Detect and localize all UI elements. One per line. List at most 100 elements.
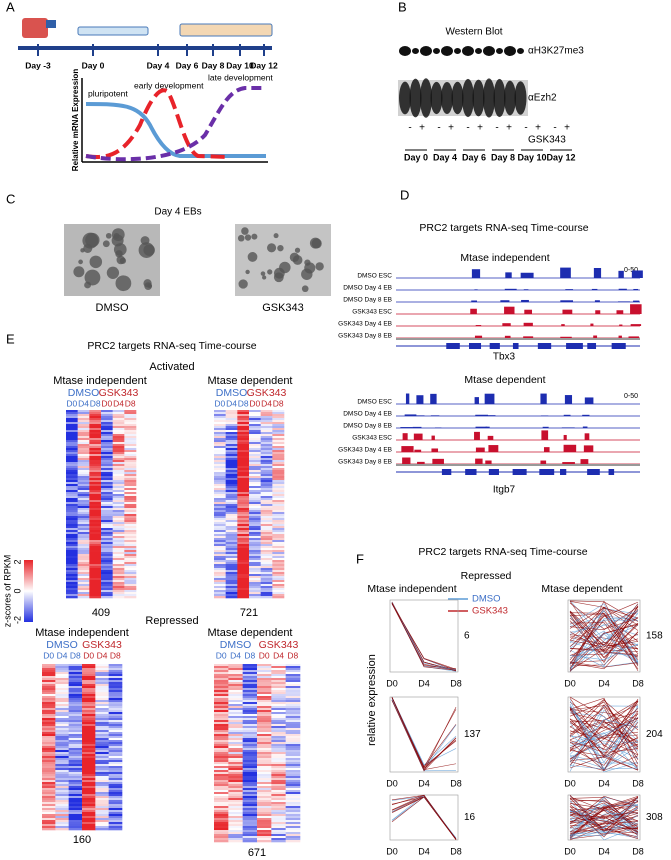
heatmap-cell (242, 812, 258, 815)
heatmap-cell (260, 530, 273, 533)
timeline-label: Day 8 (202, 60, 225, 70)
heatmap-cell (77, 590, 90, 593)
heatmap-cell (101, 462, 113, 465)
trace-line (569, 805, 639, 839)
heatmap-cell (55, 776, 69, 779)
heatmap-cell (68, 800, 83, 803)
eb (273, 267, 285, 279)
heatmap-cell (214, 594, 226, 597)
track-peak (414, 415, 425, 416)
heatmap-cell (272, 588, 285, 591)
heatmap-cell (237, 520, 250, 523)
heatmap-cell (95, 732, 109, 735)
heatmap-cell (257, 752, 272, 755)
heatmap-cell (214, 736, 229, 739)
heatmap-cell (260, 482, 273, 485)
heatmap-cell (112, 434, 125, 437)
heatmap-cell (89, 572, 102, 575)
heatmap-cell (112, 452, 125, 455)
blot-band (462, 78, 474, 118)
heatmap-cell (260, 542, 273, 545)
heatmap-cell (225, 468, 238, 471)
heatmap-cell (285, 688, 301, 691)
heatmap-cell (112, 530, 125, 533)
heatmap-cell (112, 572, 125, 575)
heatmap-cell (225, 576, 238, 579)
heatmap-cell (257, 744, 272, 747)
heatmap-cell (225, 534, 238, 537)
column-label: D4 (273, 650, 284, 660)
heatmap-cell (77, 528, 90, 531)
heatmap-cell (214, 702, 229, 705)
heatmap-cell (214, 574, 226, 577)
heatmap-cell (242, 740, 258, 743)
heatmap-cell (66, 532, 78, 535)
heatmap-cell (82, 762, 96, 765)
exon (587, 343, 597, 349)
track-peak (488, 445, 499, 452)
heatmap-cell (285, 704, 301, 707)
heatmap-cell (242, 802, 258, 805)
trace-line (569, 800, 639, 841)
heatmap-cell (242, 692, 258, 695)
heatmap-cell (124, 440, 137, 443)
heatmap-cell (124, 566, 137, 569)
heatmap-cell (237, 466, 250, 469)
heatmap-cell (271, 666, 286, 669)
heatmap-cell (95, 784, 109, 787)
heatmap-cell (257, 714, 272, 717)
heatmap-cell (101, 584, 113, 587)
heatmap-cell (68, 748, 83, 751)
heatmap-cell (285, 778, 301, 781)
heatmap-cell (225, 548, 238, 551)
heatmap-cell (124, 450, 137, 453)
group-label: DMSO (220, 639, 252, 651)
heatmap-cell (285, 792, 301, 795)
heatmap-cell (214, 738, 229, 741)
trace-line (569, 794, 639, 834)
heatmap-cell (95, 800, 109, 803)
heatmap-cell (257, 826, 272, 829)
heatmap-cell (108, 690, 123, 693)
heatmap-cell (42, 828, 56, 831)
heatmap-cell (285, 758, 301, 761)
heatmap-cell (82, 670, 96, 673)
heatmap-cell (249, 520, 261, 523)
heatmap-cell (77, 540, 90, 543)
track-peak (475, 325, 482, 326)
heatmap-cell (249, 420, 261, 423)
heatmap-cell (101, 478, 113, 481)
heatmap-cell (101, 482, 113, 485)
heatmap-cell (214, 418, 226, 421)
heatmap-cell (272, 518, 285, 521)
heatmap-cell (66, 510, 78, 513)
trace-line (391, 698, 457, 766)
heatmap-cell (225, 542, 238, 545)
heatmap-cell (124, 502, 137, 505)
heatmap-cell (55, 788, 69, 791)
heatmap-cell (42, 788, 56, 791)
heatmap-cell (66, 580, 78, 583)
heatmap-cell (257, 824, 272, 827)
heatmap-cell (101, 554, 113, 557)
heatmap-cell (68, 676, 83, 679)
heatmap-cell (108, 668, 123, 671)
trace-line (569, 815, 639, 836)
heatmap-cell (272, 590, 285, 593)
heatmap-cell (82, 798, 96, 801)
heatmap-cell (228, 830, 243, 833)
heatmap-cell (82, 732, 96, 735)
heatmap-cell (68, 734, 83, 737)
heatmap-cell (108, 768, 123, 771)
heatmap-cell (124, 478, 137, 481)
heatmap-cell (66, 528, 78, 531)
heatmap-cell (42, 766, 56, 769)
heatmap-cell (249, 510, 261, 513)
track-peak (540, 460, 547, 464)
heatmap-cell (271, 746, 286, 749)
heatmap-cell (257, 782, 272, 785)
eb (105, 232, 112, 239)
heatmap-cell (242, 794, 258, 797)
heatmap-cell (68, 758, 83, 761)
heatmap-cell (101, 480, 113, 483)
